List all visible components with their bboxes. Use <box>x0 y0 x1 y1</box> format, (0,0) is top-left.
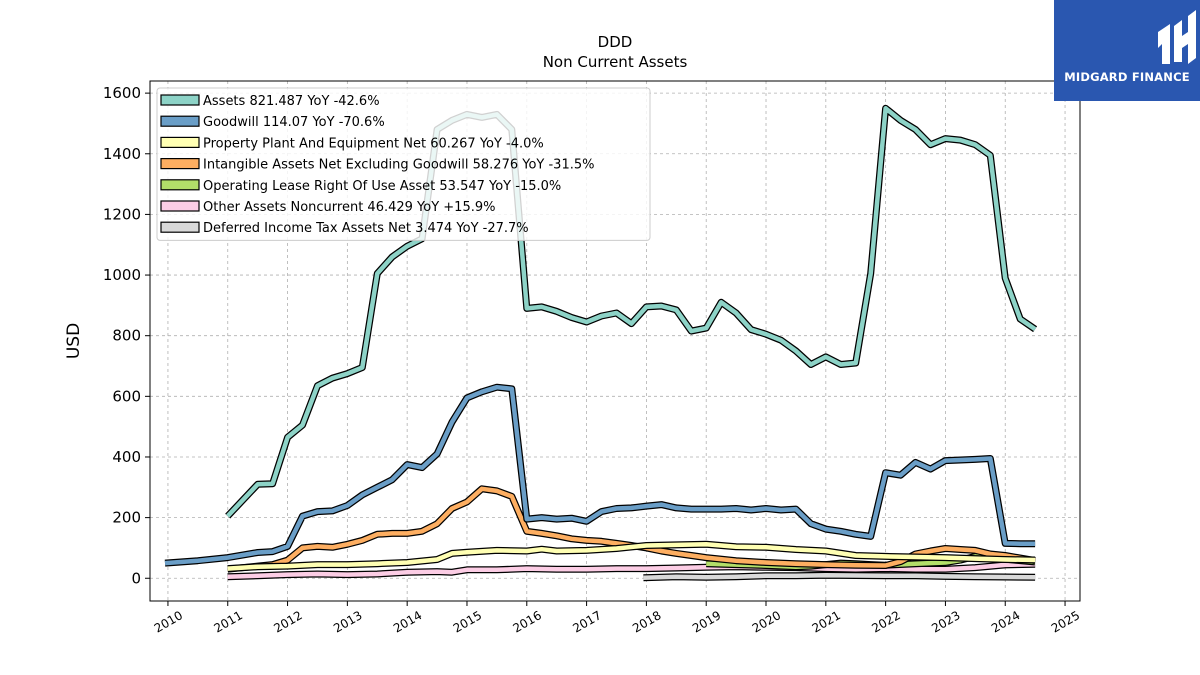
legend-swatch <box>160 136 200 148</box>
y-tick-label: 200 <box>112 509 141 527</box>
y-tick-label: 600 <box>112 387 141 405</box>
legend-swatch <box>160 179 200 191</box>
legend-label: Operating Lease Right Of Use Asset 53.54… <box>203 179 561 194</box>
series-line <box>227 561 1036 579</box>
y-tick-label: 0 <box>131 569 141 587</box>
legend-swatch <box>160 200 200 212</box>
y-tick-label: 1000 <box>103 266 141 284</box>
legend-swatch <box>160 115 200 127</box>
series-layer <box>164 104 1038 582</box>
chart-title: DDD <box>598 33 633 51</box>
logo-mark-icon <box>1158 10 1196 64</box>
y-axis: 0 200 400 600 800 1000 1200 1400 1600 <box>103 84 150 587</box>
legend-box <box>156 87 651 241</box>
legend-label: Other Assets Noncurrent 46.429 YoY +15.9… <box>203 200 495 215</box>
y-tick-label: 1600 <box>103 84 141 102</box>
y-tick-label: 800 <box>112 327 141 345</box>
y-axis-label: USD <box>64 323 84 359</box>
legend: Assets 821.487 YoY -42.6% Goodwill 114.07… <box>156 87 651 241</box>
series-line <box>643 572 1036 580</box>
series-line <box>226 106 1037 518</box>
legend-label: Intangible Assets Net Excluding Goodwill… <box>203 158 594 173</box>
chart-subtitle: Non Current Assets <box>543 53 688 71</box>
legend-label: Property Plant And Equipment Net 60.267 … <box>203 136 544 151</box>
brand-logo: MIDGARD FINANCE <box>1054 0 1200 101</box>
legend-swatch <box>160 221 200 233</box>
series-line <box>164 384 1036 566</box>
y-tick-label: 400 <box>112 448 141 466</box>
legend-label: Assets 821.487 YoY -42.6% <box>203 94 380 109</box>
series-line <box>227 542 1036 571</box>
legend-label: Goodwill 114.07 YoY -70.6% <box>203 115 385 130</box>
legend-label: Deferred Income Tax Assets Net 3.474 YoY… <box>203 221 529 236</box>
y-tick-label: 1200 <box>103 205 141 223</box>
legend-swatch <box>160 94 200 106</box>
plot-frame <box>149 80 1081 602</box>
logo-text: MIDGARD FINANCE <box>1064 70 1190 84</box>
y-tick-label: 1400 <box>103 145 141 163</box>
legend-swatch <box>160 158 200 170</box>
